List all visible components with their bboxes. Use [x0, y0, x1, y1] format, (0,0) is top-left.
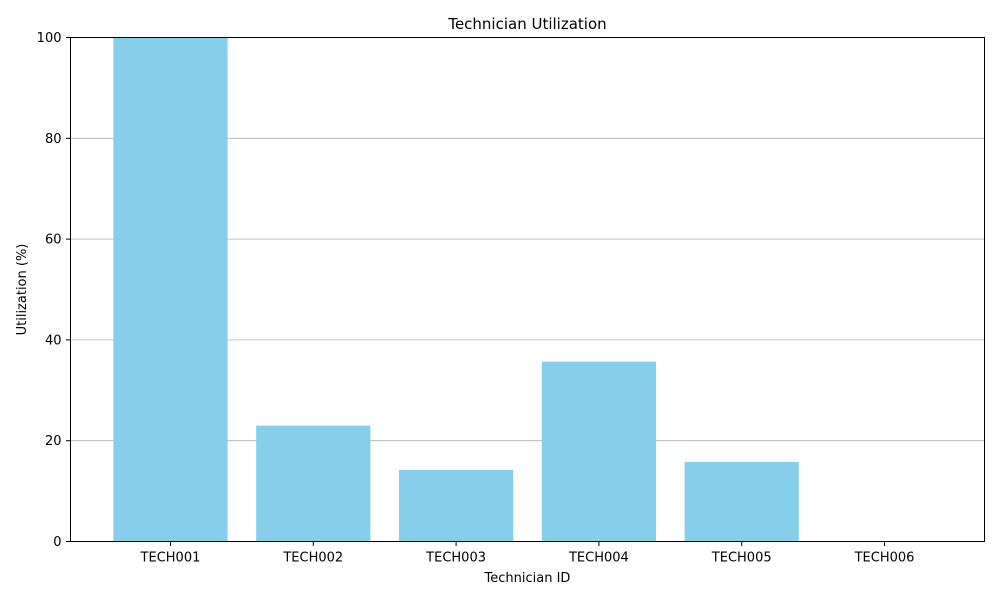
x-tick-label: TECH006 [854, 551, 915, 566]
bar-tech003 [398, 469, 514, 542]
bar-tech004 [541, 361, 657, 542]
y-axis-ticks: 0 20 40 60 80 100 [37, 31, 71, 550]
y-tick-label: 100 [37, 31, 62, 46]
y-tick-label: 60 [45, 233, 62, 248]
x-tick-label: TECH002 [282, 551, 343, 566]
bar-tech001 [113, 37, 228, 542]
y-tick-label: 20 [45, 434, 62, 449]
x-axis-ticks: TECH001 TECH002 TECH003 TECH004 TECH005 TECH0… [140, 541, 915, 566]
y-tick-label: 80 [45, 132, 62, 147]
x-tick-label: TECH004 [568, 551, 629, 566]
x-tick-label: TECH003 [425, 551, 486, 566]
bar-tech002 [256, 425, 371, 542]
y-tick-label: 0 [53, 535, 61, 550]
y-axis-label: Utilization (%) [15, 244, 30, 336]
chart-title: Technician Utilization [447, 15, 606, 33]
x-axis-label: Technician ID [484, 571, 571, 586]
x-tick-label: TECH001 [140, 551, 201, 566]
y-tick-label: 40 [45, 333, 62, 348]
bars-layer [113, 37, 799, 542]
plot-frame [70, 37, 985, 542]
x-tick-label: TECH005 [711, 551, 772, 566]
bar-tech005 [684, 461, 799, 542]
